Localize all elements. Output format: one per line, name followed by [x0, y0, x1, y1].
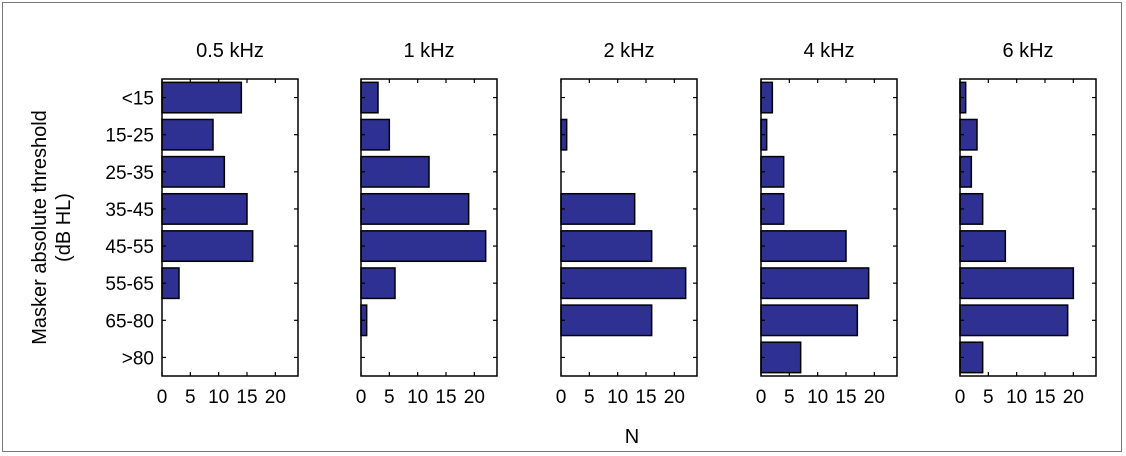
panel-axes-box: [560, 78, 698, 377]
x-tick-label: 5: [983, 387, 994, 408]
bar: [161, 155, 226, 188]
x-axis-label: N: [625, 426, 639, 448]
bar: [959, 230, 1007, 263]
bar: [360, 267, 396, 300]
category-label: 65-80: [105, 311, 154, 332]
panel-title: 4 kHz: [803, 40, 854, 62]
bar: [360, 230, 487, 263]
bar: [760, 267, 870, 300]
x-tick-label: 20: [265, 387, 286, 408]
panel-axes-box: [360, 78, 498, 377]
category-label: 25-35: [105, 163, 154, 184]
panel: 4 kHz 0 5 10 15 20: [756, 40, 898, 408]
bar: [760, 304, 859, 337]
category-labels: <15 15-25 25-35 35-45 45-55 55-65 65-80 >80: [105, 89, 154, 370]
bar: [161, 230, 254, 263]
panel: 2 kHz 0 5 10 15 20: [556, 40, 698, 408]
bar: [959, 304, 1069, 337]
bar: [560, 230, 653, 263]
x-tick-label: 15: [1034, 387, 1055, 408]
bar: [161, 81, 243, 114]
category-label: <15: [122, 89, 154, 110]
x-tick-label: 5: [384, 387, 395, 408]
category-label: 45-55: [105, 237, 154, 258]
bar: [161, 118, 214, 151]
panel-axes-box: [760, 78, 898, 377]
bar: [959, 267, 1075, 300]
bar: [560, 192, 636, 225]
bar: [360, 192, 470, 225]
x-tick-label: 15: [435, 387, 456, 408]
y-axis-label-line: (dB HL): [53, 193, 75, 262]
bar: [560, 267, 687, 300]
x-tick-label: 5: [185, 387, 196, 408]
x-tick-label: 0: [356, 387, 367, 408]
panel-title: 2 kHz: [603, 40, 654, 62]
y-axis-label: Masker absolute threshold (dB HL): [29, 110, 75, 345]
panel: 6 kHz 0 5 10 15 20: [955, 40, 1097, 408]
x-tick-label: 5: [784, 387, 795, 408]
x-tick-label: 20: [464, 387, 485, 408]
category-label: 15-25: [105, 126, 154, 147]
bar: [760, 230, 847, 263]
x-tick-label: 15: [835, 387, 856, 408]
panel: 0.5 kHz 0 5 10 15 20: [157, 40, 299, 408]
panel-title: 1 kHz: [403, 40, 454, 62]
panel-axes-box: [161, 78, 299, 377]
y-axis-label-line: Masker absolute threshold: [29, 110, 51, 345]
panel-axes-box: [959, 78, 1097, 377]
x-tick-label: 0: [556, 387, 567, 408]
category-label: 35-45: [105, 200, 154, 221]
x-tick-label: 5: [584, 387, 595, 408]
x-tick-label: 0: [157, 387, 168, 408]
category-label: >80: [122, 348, 154, 369]
bar: [360, 118, 391, 151]
x-tick-label: 10: [807, 387, 828, 408]
x-tick-label: 0: [955, 387, 966, 408]
panel-title: 6 kHz: [1002, 40, 1053, 62]
x-tick-label: 10: [208, 387, 229, 408]
x-tick-label: 10: [407, 387, 428, 408]
x-tick-label: 20: [864, 387, 885, 408]
x-tick-label: 10: [607, 387, 628, 408]
panel-title: 0.5 kHz: [196, 40, 264, 62]
category-label: 55-65: [105, 274, 154, 295]
x-tick-label: 0: [756, 387, 767, 408]
x-tick-label: 15: [635, 387, 656, 408]
x-tick-label: 15: [236, 387, 257, 408]
x-tick-label: 20: [1063, 387, 1084, 408]
bar: [161, 192, 248, 225]
bar: [560, 304, 653, 337]
bar: [760, 341, 802, 374]
panel: 1 kHz 0 5 10 15 20: [356, 40, 498, 408]
bar: [360, 155, 430, 188]
x-tick-label: 20: [664, 387, 685, 408]
x-tick-label: 10: [1006, 387, 1027, 408]
